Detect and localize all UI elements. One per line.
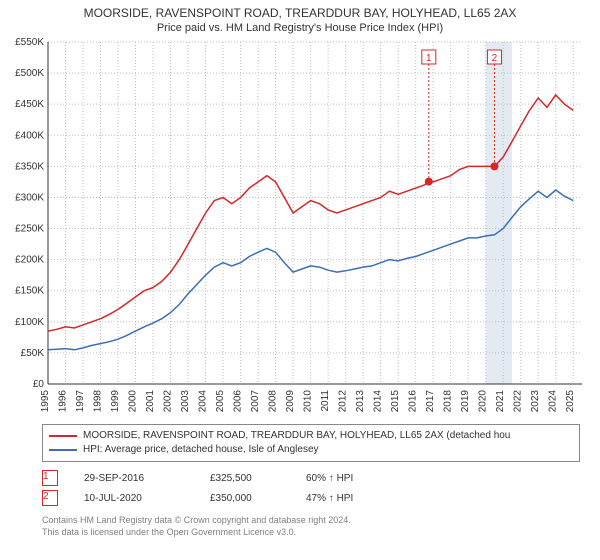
- svg-text:£400K: £400K: [15, 130, 44, 141]
- svg-text:2015: 2015: [390, 390, 401, 413]
- sale-price: £325,500: [210, 473, 280, 484]
- chart-plot-area: £0 £50K £100K £150K £200K £250K £300K £350K £400…: [0, 38, 600, 418]
- legend-box: MOORSIDE, RAVENSPOINT ROAD, TREARDDUR BA…: [42, 424, 580, 462]
- svg-text:1: 1: [426, 53, 432, 64]
- svg-text:2012: 2012: [338, 390, 349, 413]
- svg-text:1998: 1998: [93, 390, 104, 413]
- svg-text:2017: 2017: [425, 390, 436, 413]
- sale-pct: 47% ↑ HPI: [306, 493, 386, 504]
- svg-text:£550K: £550K: [15, 38, 44, 48]
- svg-text:£500K: £500K: [15, 68, 44, 79]
- svg-text:£250K: £250K: [15, 224, 44, 235]
- svg-text:£450K: £450K: [15, 99, 44, 110]
- chart-subtitle: Price paid vs. HM Land Registry's House …: [0, 20, 600, 38]
- svg-text:2013: 2013: [355, 390, 366, 413]
- legend-item: HPI: Average price, detached house, Isle…: [49, 443, 573, 457]
- legend-item: MOORSIDE, RAVENSPOINT ROAD, TREARDDUR BA…: [49, 429, 573, 443]
- chart-title: MOORSIDE, RAVENSPOINT ROAD, TREARDDUR BA…: [0, 0, 600, 20]
- footer-line-2: This data is licensed under the Open Gov…: [42, 526, 580, 538]
- svg-text:£150K: £150K: [15, 286, 44, 297]
- svg-text:2003: 2003: [180, 390, 191, 413]
- svg-text:2008: 2008: [268, 390, 279, 413]
- svg-text:£100K: £100K: [15, 317, 44, 328]
- svg-text:£300K: £300K: [15, 192, 44, 203]
- svg-text:2002: 2002: [163, 390, 174, 413]
- svg-text:2: 2: [492, 53, 498, 64]
- legend-label: MOORSIDE, RAVENSPOINT ROAD, TREARDDUR BA…: [83, 429, 510, 443]
- svg-text:2021: 2021: [495, 390, 506, 413]
- svg-text:2007: 2007: [250, 390, 261, 413]
- sales-row: 1 29-SEP-2016 £325,500 60% ↑ HPI: [42, 468, 580, 488]
- svg-text:2019: 2019: [460, 390, 471, 413]
- sales-row: 2 10-JUL-2020 £350,000 47% ↑ HPI: [42, 488, 580, 508]
- svg-text:2025: 2025: [565, 390, 576, 413]
- svg-text:2016: 2016: [408, 390, 419, 413]
- sale-date: 10-JUL-2020: [84, 493, 184, 504]
- svg-text:£0: £0: [33, 379, 45, 390]
- svg-text:2000: 2000: [128, 390, 139, 413]
- svg-text:2024: 2024: [548, 390, 559, 413]
- svg-text:1995: 1995: [40, 390, 51, 413]
- svg-text:2005: 2005: [215, 390, 226, 413]
- chart-container: MOORSIDE, RAVENSPOINT ROAD, TREARDDUR BA…: [0, 0, 600, 560]
- svg-text:2004: 2004: [198, 390, 209, 413]
- sale-marker-icon: 1: [42, 470, 58, 486]
- sale-pct: 60% ↑ HPI: [306, 473, 386, 484]
- svg-text:2009: 2009: [285, 390, 296, 413]
- chart-footer: Contains HM Land Registry data © Crown c…: [42, 514, 580, 538]
- footer-line-1: Contains HM Land Registry data © Crown c…: [42, 514, 580, 526]
- svg-text:£350K: £350K: [15, 161, 44, 172]
- legend-swatch: [49, 449, 77, 451]
- svg-text:2018: 2018: [443, 390, 454, 413]
- svg-text:£50K: £50K: [21, 348, 45, 359]
- svg-text:2010: 2010: [303, 390, 314, 413]
- legend-swatch: [49, 435, 77, 437]
- svg-text:2022: 2022: [513, 390, 524, 413]
- svg-text:£200K: £200K: [15, 255, 44, 266]
- legend-label: HPI: Average price, detached house, Isle…: [83, 443, 319, 457]
- svg-text:2001: 2001: [145, 390, 156, 413]
- svg-text:1999: 1999: [110, 390, 121, 413]
- sale-marker-icon: 2: [42, 490, 58, 506]
- svg-text:2023: 2023: [530, 390, 541, 413]
- svg-text:2011: 2011: [320, 390, 331, 412]
- svg-text:1997: 1997: [75, 390, 86, 413]
- svg-text:2006: 2006: [233, 390, 244, 413]
- svg-text:2014: 2014: [373, 390, 384, 413]
- svg-text:1996: 1996: [58, 390, 69, 413]
- sale-price: £350,000: [210, 493, 280, 504]
- svg-text:2020: 2020: [478, 390, 489, 413]
- chart-svg: £0 £50K £100K £150K £200K £250K £300K £350K £400…: [0, 38, 600, 418]
- sale-date: 29-SEP-2016: [84, 473, 184, 484]
- sales-table: 1 29-SEP-2016 £325,500 60% ↑ HPI 2 10-JUL-202…: [42, 468, 580, 508]
